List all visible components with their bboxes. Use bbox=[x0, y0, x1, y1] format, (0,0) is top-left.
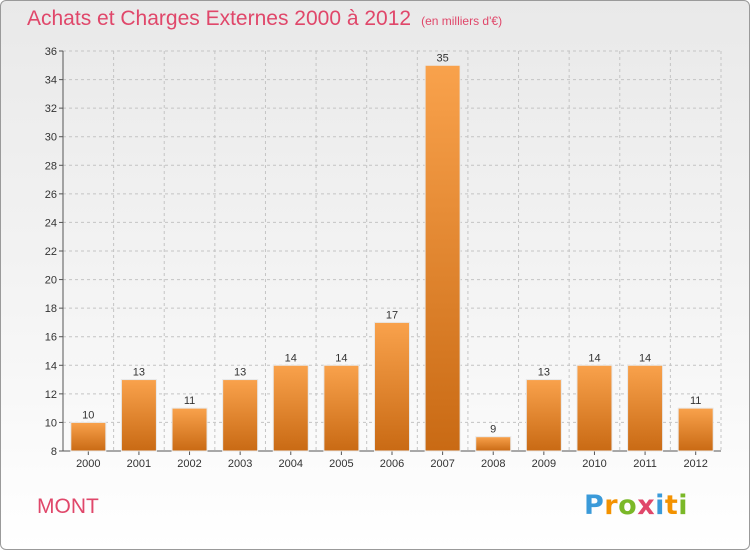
bar bbox=[323, 364, 360, 452]
y-tick-label: 28 bbox=[45, 160, 57, 172]
title-text: Achats et Charges Externes 2000 à 2012 bbox=[27, 7, 412, 30]
logo-letter: i bbox=[655, 490, 665, 521]
y-tick-label: 24 bbox=[45, 217, 57, 229]
x-tick-label: 2009 bbox=[532, 458, 556, 470]
logo-letter: r bbox=[604, 490, 619, 521]
data-label: 14 bbox=[639, 352, 651, 364]
x-tick-label: 2010 bbox=[582, 458, 606, 470]
y-tick-label: 18 bbox=[45, 303, 57, 315]
y-tick-label: 8 bbox=[51, 446, 57, 458]
x-tick-label: 2005 bbox=[329, 458, 353, 470]
data-label: 9 bbox=[490, 424, 496, 436]
bar bbox=[677, 407, 714, 452]
data-label: 17 bbox=[386, 309, 398, 321]
logo-letter: t bbox=[664, 490, 679, 521]
data-label: 14 bbox=[588, 352, 600, 364]
chart-subtitle: (en milliers d'€) bbox=[421, 14, 503, 28]
y-tick-label: 34 bbox=[45, 75, 57, 87]
bars bbox=[70, 64, 714, 452]
data-label: 14 bbox=[285, 352, 297, 364]
bar bbox=[424, 64, 461, 452]
y-tick-label: 20 bbox=[45, 275, 57, 287]
bar bbox=[627, 364, 664, 452]
data-label: 11 bbox=[184, 395, 195, 407]
logo-letter: x bbox=[637, 490, 656, 521]
y-tick-label: 32 bbox=[45, 103, 57, 115]
x-tick-label: 2006 bbox=[380, 458, 404, 470]
y-tick-label: 14 bbox=[45, 360, 57, 372]
y-tick-label: 36 bbox=[45, 46, 57, 58]
y-tick-label: 10 bbox=[45, 417, 57, 429]
data-label: 35 bbox=[436, 52, 448, 64]
y-tick-label: 30 bbox=[45, 132, 57, 144]
bar bbox=[525, 379, 562, 452]
logo-letter: P bbox=[584, 490, 605, 521]
y-tick-label: 16 bbox=[45, 332, 57, 344]
labels: 10 2000 13 2001 11 2002 13 2003 14 2004 14 2005 17 20… bbox=[76, 52, 708, 470]
x-tick-label: 2007 bbox=[430, 458, 454, 470]
data-label: 13 bbox=[133, 367, 145, 379]
data-label: 13 bbox=[538, 367, 550, 379]
x-tick-label: 2012 bbox=[683, 458, 707, 470]
logo-letter: o bbox=[618, 490, 638, 521]
data-label: 14 bbox=[335, 352, 347, 364]
x-tick-label: 2000 bbox=[76, 458, 100, 470]
chart-title: Achats et Charges Externes 2000 à 2012 (e… bbox=[27, 7, 502, 31]
bar bbox=[374, 321, 410, 452]
bar bbox=[70, 421, 107, 452]
x-tick-label: 2001 bbox=[127, 458, 151, 470]
proxiti-logo: Proxiti bbox=[584, 490, 688, 521]
x-tick-label: 2002 bbox=[177, 458, 201, 470]
logo-letter: i bbox=[678, 490, 689, 521]
x-tick-label: 2008 bbox=[481, 458, 505, 470]
bar bbox=[171, 407, 208, 452]
data-label: 11 bbox=[690, 395, 701, 407]
bar bbox=[576, 364, 613, 452]
bar bbox=[120, 379, 157, 452]
y-tick-label: 26 bbox=[45, 189, 57, 201]
y-tick-label: 22 bbox=[45, 246, 57, 258]
bar bbox=[475, 436, 512, 452]
x-tick-label: 2011 bbox=[633, 458, 657, 470]
data-label: 10 bbox=[82, 409, 94, 421]
bar bbox=[272, 364, 309, 452]
x-tick-label: 2004 bbox=[279, 458, 303, 470]
data-label: 13 bbox=[234, 367, 246, 379]
y-tick-label: 12 bbox=[45, 389, 57, 401]
bar bbox=[222, 379, 259, 452]
x-tick-label: 2003 bbox=[228, 458, 252, 470]
place-name: MONT bbox=[37, 495, 99, 518]
